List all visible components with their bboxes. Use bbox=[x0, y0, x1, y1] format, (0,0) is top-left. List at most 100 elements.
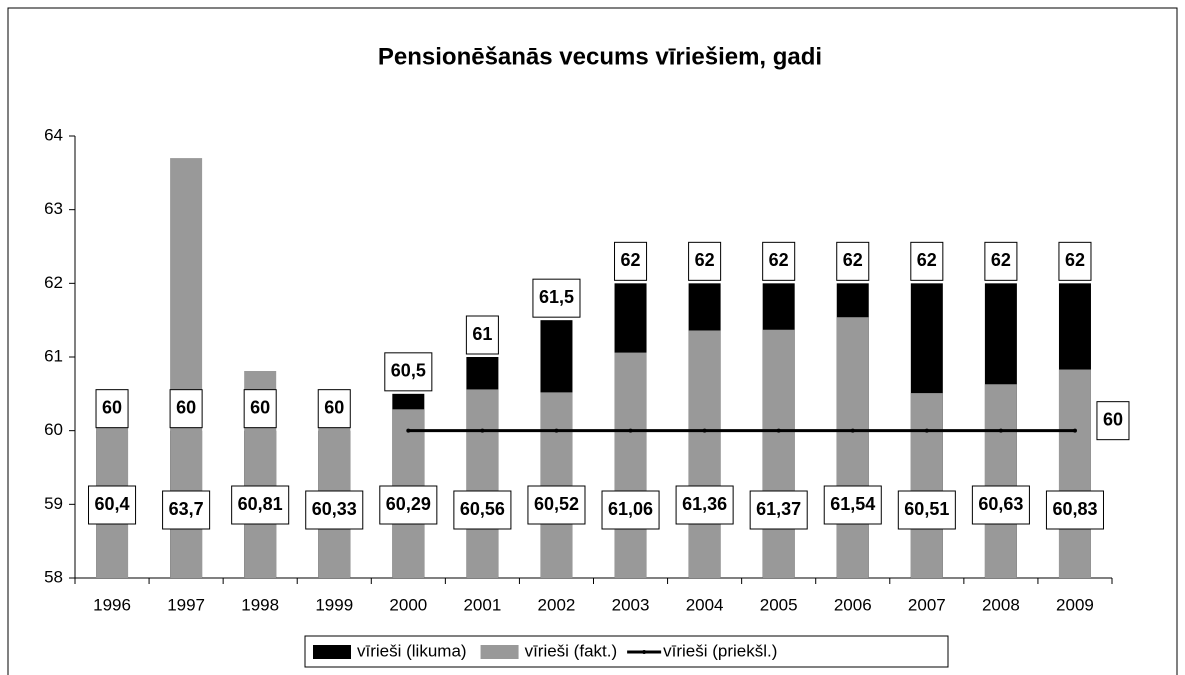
data-label-box bbox=[317, 389, 351, 429]
data-label-box bbox=[527, 485, 586, 525]
data-label-box bbox=[379, 485, 438, 525]
x-tick-label: 1999 bbox=[315, 595, 353, 614]
y-tick-label: 64 bbox=[44, 125, 63, 144]
x-tick-label: 2001 bbox=[463, 595, 501, 614]
data-label-box bbox=[88, 485, 137, 525]
x-tick-label: 2000 bbox=[389, 595, 427, 614]
x-tick-label: 1997 bbox=[167, 595, 205, 614]
data-label: 62 bbox=[769, 250, 789, 270]
data-label-box bbox=[384, 352, 433, 392]
data-label-box bbox=[601, 490, 660, 530]
data-label-box bbox=[675, 485, 734, 525]
x-tick-label: 2007 bbox=[908, 595, 946, 614]
data-label-box bbox=[1096, 401, 1130, 441]
data-label-box bbox=[243, 389, 277, 429]
data-label: 61,06 bbox=[608, 499, 653, 519]
data-label: 60,5 bbox=[391, 361, 426, 381]
x-tick-label: 2003 bbox=[612, 595, 650, 614]
data-label: 60,51 bbox=[904, 499, 949, 519]
data-label: 62 bbox=[1065, 250, 1085, 270]
frame bbox=[7, 7, 1178, 675]
data-label: 62 bbox=[991, 250, 1011, 270]
data-label: 60 bbox=[1103, 409, 1123, 429]
point bbox=[776, 428, 781, 433]
bar bbox=[910, 393, 943, 578]
data-label-box bbox=[95, 389, 129, 429]
data-label-box bbox=[1058, 241, 1092, 281]
legend-label: vīrieši (priekšl.) bbox=[663, 641, 777, 660]
data-label-box bbox=[688, 241, 722, 281]
data-label-box bbox=[910, 241, 944, 281]
data-label: 60 bbox=[102, 397, 122, 417]
data-label: 60,29 bbox=[386, 494, 431, 514]
data-label-box bbox=[823, 485, 882, 525]
x-tick-label: 1996 bbox=[93, 595, 131, 614]
data-label: 60,81 bbox=[238, 494, 283, 514]
y-tick-label: 61 bbox=[44, 346, 63, 365]
data-label-box bbox=[897, 490, 956, 530]
chart-title: Pensionēšanās vecums vīriešiem, gadi bbox=[378, 43, 822, 70]
data-label: 60,33 bbox=[312, 499, 357, 519]
x-tick-label: 2008 bbox=[982, 595, 1020, 614]
data-label: 60 bbox=[324, 397, 344, 417]
y-tick-label: 62 bbox=[44, 273, 63, 292]
point bbox=[998, 428, 1003, 433]
x-tick-label: 2005 bbox=[760, 595, 798, 614]
point bbox=[850, 428, 855, 433]
data-label: 61,36 bbox=[682, 494, 727, 514]
data-label: 60,56 bbox=[460, 499, 505, 519]
y-tick-label: 58 bbox=[44, 567, 63, 586]
data-label: 61,5 bbox=[539, 287, 574, 307]
data-label-box bbox=[762, 241, 796, 281]
data-label: 62 bbox=[843, 250, 863, 270]
data-label: 60,83 bbox=[1052, 499, 1097, 519]
data-label-box bbox=[614, 241, 648, 281]
data-label-box bbox=[532, 278, 581, 318]
data-label: 60,4 bbox=[95, 494, 130, 514]
point bbox=[1072, 428, 1077, 433]
data-label: 60,63 bbox=[978, 494, 1023, 514]
point bbox=[406, 428, 411, 433]
bar bbox=[466, 389, 499, 578]
bar bbox=[1058, 369, 1091, 578]
data-label: 61 bbox=[472, 324, 492, 344]
y-tick-label: 60 bbox=[44, 420, 63, 439]
data-label-box bbox=[749, 490, 808, 530]
data-label: 60 bbox=[176, 397, 196, 417]
data-label-box bbox=[836, 241, 870, 281]
point bbox=[702, 428, 707, 433]
data-label-box bbox=[231, 485, 290, 525]
bar bbox=[984, 384, 1017, 578]
data-label: 62 bbox=[695, 250, 715, 270]
bar bbox=[614, 352, 647, 578]
data-label: 60 bbox=[250, 397, 270, 417]
data-label-box bbox=[453, 490, 512, 530]
point bbox=[628, 428, 633, 433]
data-label-box bbox=[465, 315, 499, 355]
point bbox=[924, 428, 929, 433]
data-label-box bbox=[305, 490, 364, 530]
legend bbox=[304, 635, 949, 668]
y-tick-label: 63 bbox=[44, 199, 63, 218]
point bbox=[554, 428, 559, 433]
data-label: 62 bbox=[917, 250, 937, 270]
point bbox=[480, 428, 485, 433]
y-tick-label: 59 bbox=[44, 494, 63, 513]
bar bbox=[540, 392, 573, 578]
data-label-box bbox=[984, 241, 1018, 281]
data-label-box bbox=[1045, 490, 1104, 530]
legend-label: vīrieši (fakt.) bbox=[525, 641, 618, 660]
data-label: 61,37 bbox=[756, 499, 801, 519]
x-tick-label: 1998 bbox=[241, 595, 279, 614]
x-tick-label: 2006 bbox=[834, 595, 872, 614]
data-label-box bbox=[162, 490, 211, 530]
bar bbox=[688, 330, 721, 578]
legend-swatch bbox=[313, 645, 351, 659]
data-label: 63,7 bbox=[169, 499, 204, 519]
legend-label: vīrieši (likuma) bbox=[357, 641, 467, 660]
legend-swatch bbox=[480, 645, 519, 659]
x-tick-label: 2004 bbox=[686, 595, 724, 614]
data-label-box bbox=[971, 485, 1030, 525]
x-tick-label: 2002 bbox=[538, 595, 576, 614]
data-label: 61,54 bbox=[830, 494, 875, 514]
